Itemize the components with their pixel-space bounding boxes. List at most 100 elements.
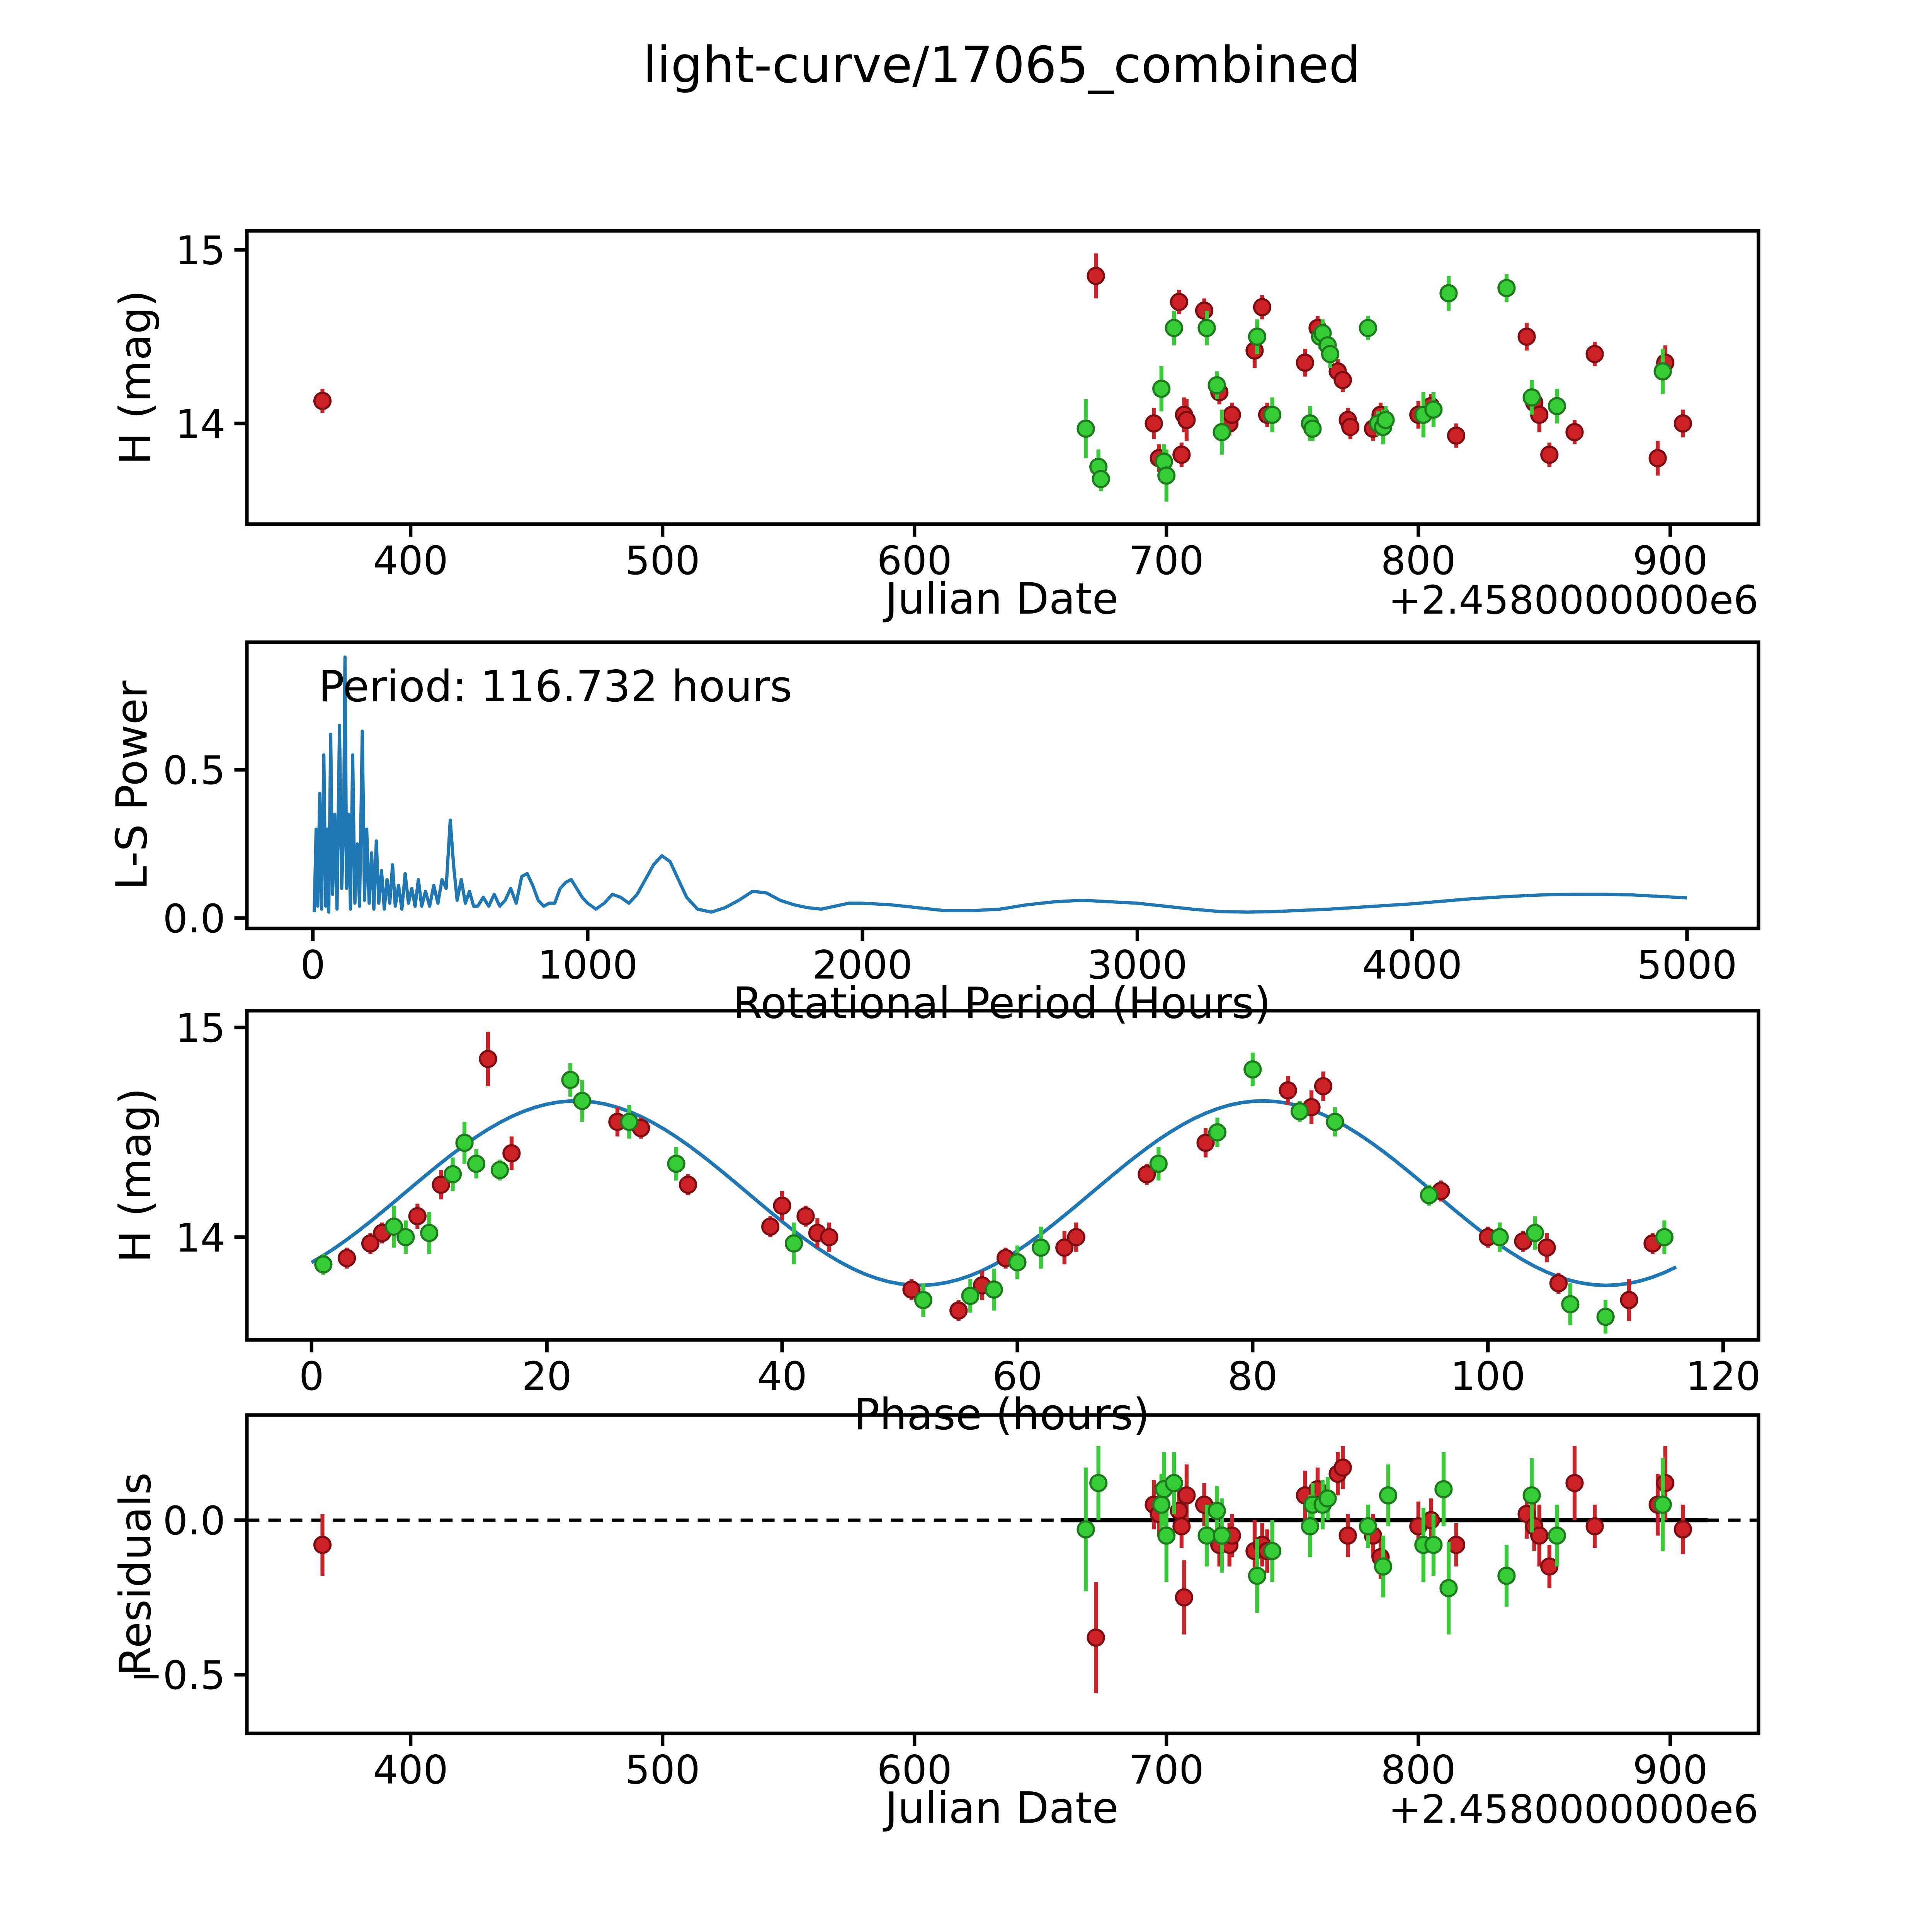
- data-point: [1172, 1517, 1191, 1536]
- x-tick-label: 500: [625, 1747, 700, 1793]
- x-tick-label: 0: [299, 1354, 324, 1400]
- data-point: [1243, 1060, 1262, 1079]
- data-point: [1208, 376, 1226, 395]
- data-point: [1145, 414, 1163, 433]
- data-point: [1197, 1526, 1216, 1545]
- xlabel-rotational-period: Rotational Period (Hours): [733, 978, 1271, 1028]
- data-point: [1165, 319, 1183, 337]
- data-point: [1359, 1517, 1377, 1536]
- data-point: [761, 1217, 780, 1236]
- data-point: [1248, 1566, 1267, 1585]
- data-point: [1157, 1526, 1176, 1545]
- phased-light-curve-data: [310, 1031, 1677, 1334]
- x-tick-label: 3000: [1087, 942, 1187, 988]
- xlabel-phase-hours: Phase (hours): [854, 1390, 1150, 1440]
- data-point: [1303, 419, 1322, 438]
- data-point: [1376, 411, 1395, 429]
- data-point: [561, 1071, 580, 1089]
- xlabel-julian-date-bottom: Julian Date: [883, 1784, 1118, 1833]
- data-point: [313, 1536, 332, 1554]
- data-point: [1165, 1474, 1183, 1492]
- y-tick-label: 14: [175, 401, 226, 447]
- data-point: [1565, 1474, 1584, 1492]
- data-point: [1439, 1579, 1458, 1597]
- data-point: [338, 1249, 356, 1267]
- y-tick-label: 15: [175, 1005, 226, 1051]
- y-tick-label: −0.5: [130, 1653, 225, 1699]
- data-point: [1526, 1224, 1544, 1242]
- data-point: [1213, 1526, 1231, 1545]
- data-point: [1067, 1228, 1085, 1247]
- x-tick-label: 4000: [1362, 942, 1462, 988]
- data-point: [1170, 293, 1188, 311]
- data-point: [1152, 379, 1171, 398]
- data-point: [1673, 414, 1692, 433]
- data-point: [1138, 1165, 1156, 1184]
- data-point: [502, 1144, 521, 1163]
- data-point: [1077, 419, 1095, 438]
- data-point: [1296, 354, 1314, 372]
- data-point: [1565, 423, 1584, 441]
- periodogram-line: [312, 655, 1687, 914]
- data-point: [1213, 423, 1231, 441]
- x-tick-label: 400: [373, 538, 448, 584]
- data-point: [408, 1207, 427, 1226]
- data-point: [679, 1175, 697, 1194]
- data-point: [1321, 345, 1340, 363]
- data-point: [1092, 470, 1110, 488]
- x-tick-label: 700: [1129, 1747, 1204, 1793]
- panel-residuals: 400 500 600 700 800 900 −0.5 0.0: [130, 1413, 1760, 1793]
- data-point: [1195, 301, 1214, 320]
- x-tick-label: 400: [373, 1747, 448, 1793]
- y-tick-label: 14: [175, 1215, 226, 1261]
- data-point: [1263, 1542, 1282, 1560]
- data-point: [490, 1161, 509, 1179]
- data-point: [1301, 1517, 1319, 1536]
- data-point: [1439, 284, 1458, 303]
- y-tick-label: 0.5: [163, 748, 225, 794]
- data-point: [1522, 388, 1541, 407]
- data-point: [1318, 1489, 1337, 1508]
- data-point: [1359, 319, 1377, 337]
- figure-title: light-curve/17065_combined: [643, 36, 1361, 94]
- data-point: [1596, 1308, 1615, 1326]
- x-tick-label: 60: [992, 1354, 1043, 1400]
- data-point: [1424, 1536, 1443, 1554]
- data-point: [432, 1175, 450, 1194]
- data-point: [1648, 449, 1667, 468]
- ylabel-h-mag-top: H (mag): [111, 290, 161, 465]
- axes-frame: [245, 1413, 1760, 1735]
- data-point: [361, 1234, 380, 1253]
- x-tick-label: 500: [625, 538, 700, 584]
- data-point: [1197, 319, 1216, 337]
- data-point: [1279, 1081, 1297, 1100]
- data-point: [1561, 1295, 1580, 1313]
- data-point: [1172, 446, 1191, 464]
- data-point: [902, 1280, 921, 1299]
- data-point: [773, 1196, 791, 1215]
- data-point: [1248, 327, 1267, 346]
- x-tick-label: 120: [1685, 1354, 1760, 1400]
- data-point: [1253, 298, 1272, 316]
- data-point: [1087, 267, 1105, 285]
- x-tick-label: 900: [1633, 1747, 1708, 1793]
- data-point: [1548, 1526, 1566, 1545]
- data-point: [1263, 405, 1282, 424]
- data-point: [455, 1133, 474, 1152]
- data-point: [1055, 1238, 1074, 1257]
- x-tick-label: 800: [1381, 1747, 1456, 1793]
- data-point: [1341, 418, 1360, 436]
- y-tick-label: 0.0: [163, 1498, 225, 1544]
- x-tick-label: 600: [877, 538, 952, 584]
- data-point: [1653, 362, 1672, 381]
- residuals-data: [247, 1446, 1759, 1694]
- data-point: [796, 1207, 815, 1226]
- xlabel-julian-date-top: Julian Date: [883, 574, 1118, 624]
- panel-light-curve: 400 500 600 700 800 900 14 15: [175, 228, 1760, 584]
- data-point: [1379, 1486, 1398, 1505]
- data-point: [314, 1255, 333, 1274]
- data-point: [1223, 405, 1241, 424]
- data-point: [1673, 1520, 1692, 1539]
- data-point: [667, 1155, 685, 1173]
- panel-periodogram: 0 1000 2000 3000 4000 5000 0.0 0.5: [163, 640, 1760, 988]
